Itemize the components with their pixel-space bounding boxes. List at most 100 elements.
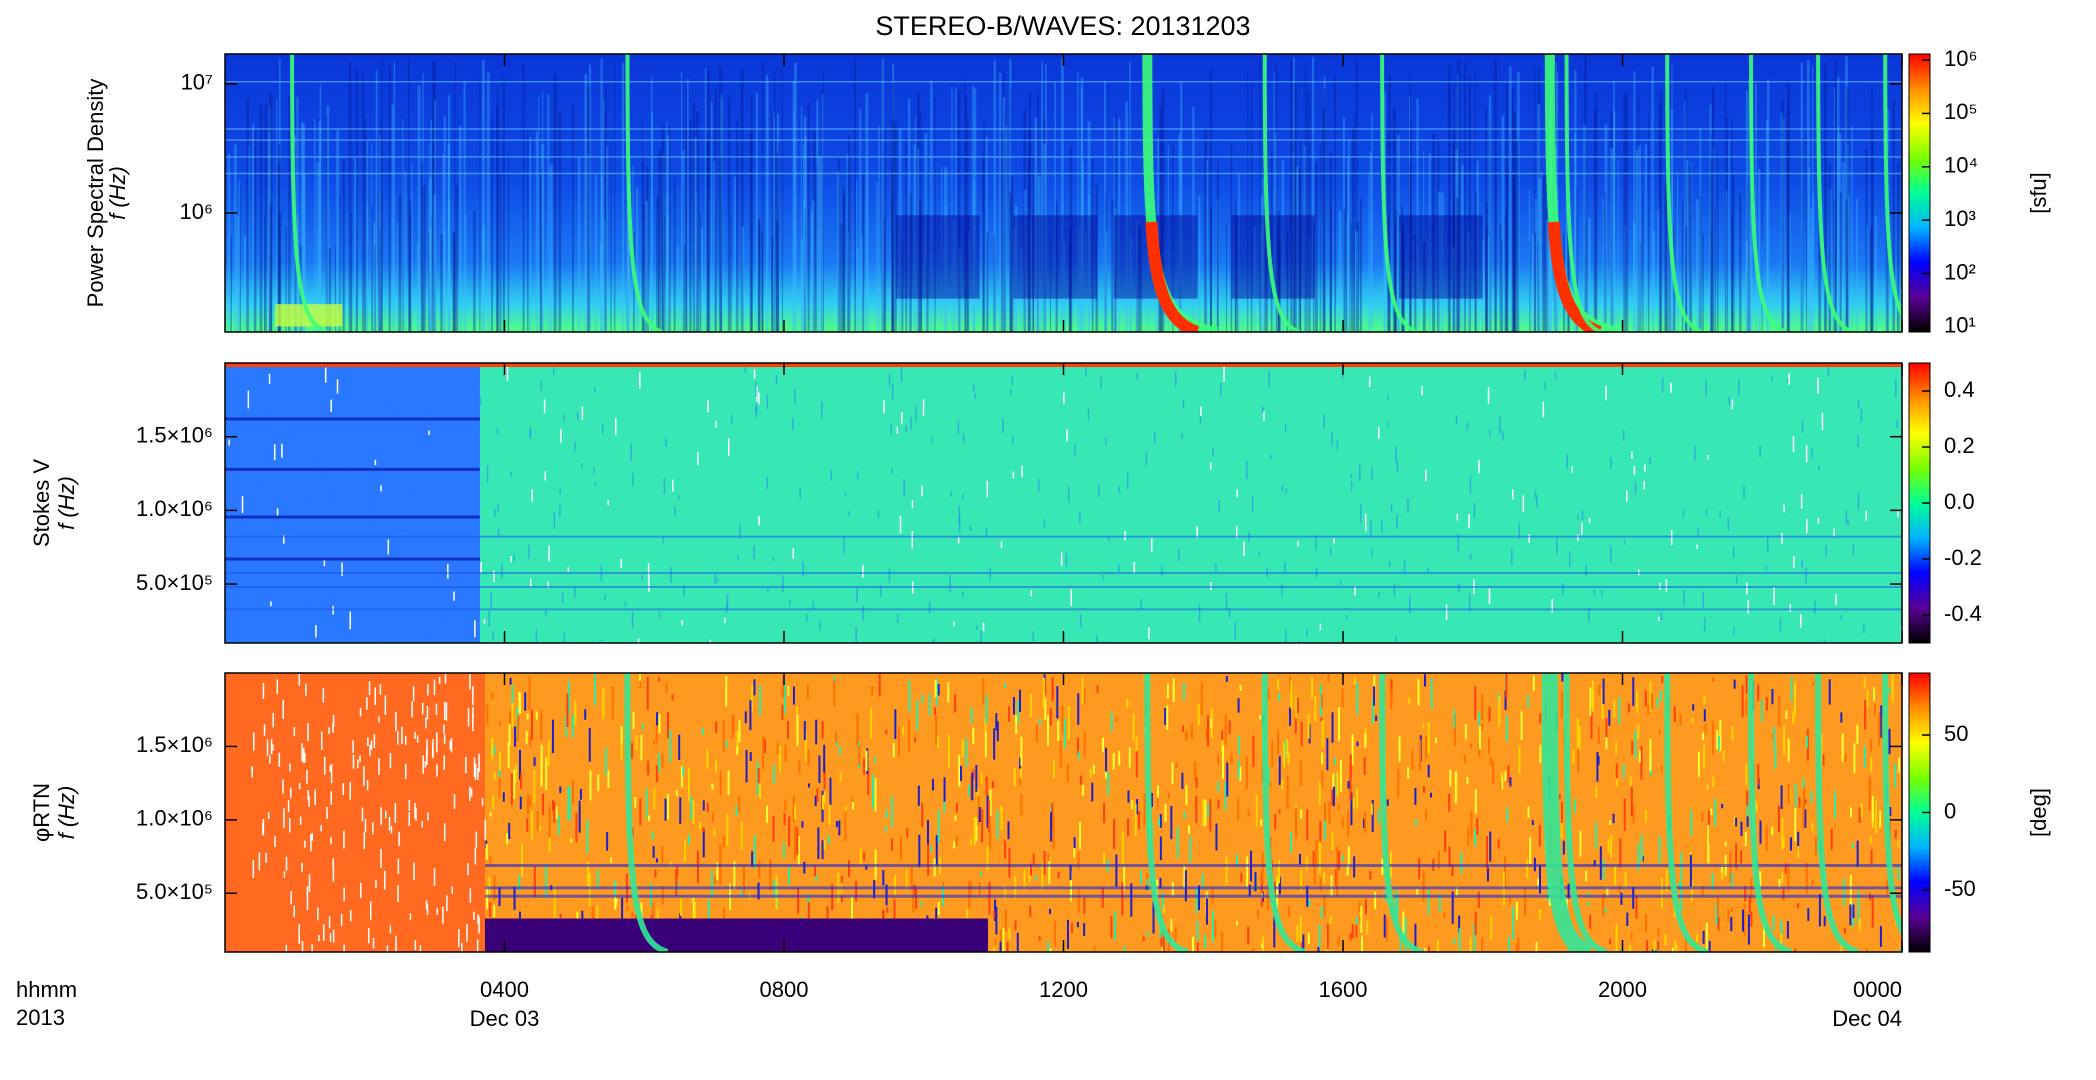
texture [1834, 790, 1837, 818]
texture [367, 737, 369, 746]
texture [1323, 76, 1326, 332]
texture [1126, 472, 1129, 490]
texture [1278, 809, 1281, 814]
texture [366, 140, 369, 332]
texture [672, 479, 674, 492]
texture [529, 734, 532, 748]
texture [799, 488, 801, 500]
texture [678, 734, 681, 761]
texture [917, 148, 920, 332]
texture [650, 76, 653, 332]
texture [1396, 460, 1399, 473]
texture [318, 935, 320, 942]
texture [304, 752, 306, 763]
texture [985, 776, 988, 795]
texture [757, 882, 760, 900]
texture [390, 826, 393, 834]
texture [1630, 932, 1633, 939]
texture [915, 116, 917, 332]
texture [1105, 231, 1108, 332]
texture [1706, 784, 1709, 790]
texture [681, 620, 683, 626]
texture [777, 113, 780, 332]
texture [1079, 614, 1082, 627]
texture [1696, 544, 1698, 549]
texture [862, 564, 864, 578]
texture [1435, 737, 1438, 744]
texture [336, 379, 339, 394]
texture [1339, 759, 1342, 793]
texture [1331, 712, 1334, 743]
texture [381, 56, 383, 332]
texture [1043, 850, 1046, 876]
texture [635, 734, 638, 751]
texture [1196, 942, 1199, 951]
texture [614, 60, 616, 332]
texture [976, 625, 978, 630]
texture [1015, 715, 1018, 734]
texture [1127, 818, 1130, 837]
texture [472, 707, 474, 718]
texture [1336, 771, 1339, 796]
texture [1715, 902, 1718, 926]
texture [288, 96, 291, 332]
texture [1342, 116, 1345, 332]
texture [384, 695, 387, 715]
texture [282, 699, 285, 719]
texture [1032, 630, 1035, 642]
texture [1538, 178, 1542, 332]
texture [1278, 860, 1281, 884]
texture [1262, 406, 1264, 413]
texture [762, 736, 765, 770]
texture [890, 838, 893, 851]
texture [1083, 731, 1086, 758]
texture [1701, 885, 1704, 898]
texture [1281, 484, 1284, 492]
texture [1647, 704, 1650, 716]
texture [248, 145, 250, 332]
texture [567, 786, 570, 821]
texture [991, 781, 994, 788]
texture [604, 747, 607, 776]
texture [1506, 807, 1509, 823]
texture [1842, 162, 1845, 332]
texture [380, 807, 382, 825]
texture [1638, 750, 1641, 763]
texture [1622, 764, 1625, 779]
texture [1497, 839, 1500, 849]
texture [1794, 682, 1797, 716]
texture [1691, 717, 1694, 723]
texture [722, 720, 725, 752]
texture [1794, 784, 1797, 807]
texture [1260, 195, 1263, 332]
texture [1489, 429, 1491, 436]
texture [798, 760, 801, 774]
texture [1345, 172, 1348, 332]
texture [1063, 242, 1066, 332]
texture [1871, 895, 1874, 928]
texture [1013, 767, 1016, 787]
texture [1341, 688, 1344, 708]
texture [827, 835, 830, 845]
texture [1536, 495, 1538, 507]
texture [594, 481, 597, 486]
texture [1669, 243, 1673, 332]
texture [1818, 894, 1821, 927]
texture [1682, 509, 1685, 518]
texture [243, 236, 247, 332]
texture [946, 169, 948, 332]
texture [408, 812, 411, 826]
texture [1061, 705, 1064, 734]
texture [1847, 195, 1850, 332]
texture [1074, 443, 1076, 456]
texture [1782, 888, 1785, 901]
texture [1000, 805, 1003, 812]
texture [1661, 676, 1664, 684]
texture [355, 68, 359, 332]
texture [1610, 147, 1613, 332]
texture [453, 591, 455, 601]
texture [1425, 469, 1427, 482]
texture [524, 692, 527, 711]
texture [433, 679, 436, 696]
texture [513, 554, 515, 562]
